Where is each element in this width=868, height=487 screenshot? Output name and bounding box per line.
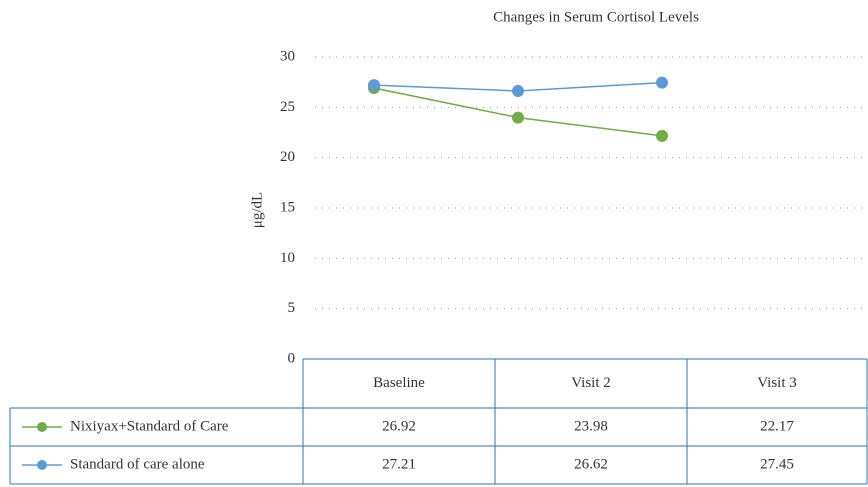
y-tick-label: 0	[288, 350, 296, 366]
legend-label: Standard of care alone	[70, 456, 205, 472]
data-point	[656, 76, 668, 89]
data-point	[368, 79, 380, 92]
table-cell: 27.45	[760, 456, 794, 472]
y-tick-label: 15	[280, 199, 295, 215]
legend-label: Nixiyax+Standard of Care	[70, 418, 229, 434]
data-point	[512, 111, 524, 124]
table-cell: 26.62	[574, 456, 608, 472]
data-point	[656, 129, 668, 142]
legend-marker	[37, 422, 47, 432]
chart-title: Changes in Serum Cortisol Levels	[493, 9, 699, 25]
table-cell: 27.21	[382, 456, 416, 472]
table-header: Visit 3	[757, 375, 797, 391]
y-tick-label: 30	[280, 48, 295, 64]
legend-marker	[37, 460, 47, 470]
table-cell: 26.92	[382, 418, 416, 434]
table-cell: 22.17	[760, 418, 794, 434]
table-cell: 23.98	[574, 418, 608, 434]
table-header: Baseline	[373, 375, 425, 391]
y-tick-label: 25	[280, 99, 295, 115]
table-header: Visit 2	[571, 375, 611, 391]
data-point	[512, 85, 524, 98]
y-axis-label: μg/dL	[249, 192, 265, 228]
y-tick-label: 20	[280, 149, 295, 165]
y-tick-label: 5	[288, 300, 296, 316]
y-tick-label: 10	[280, 250, 295, 266]
